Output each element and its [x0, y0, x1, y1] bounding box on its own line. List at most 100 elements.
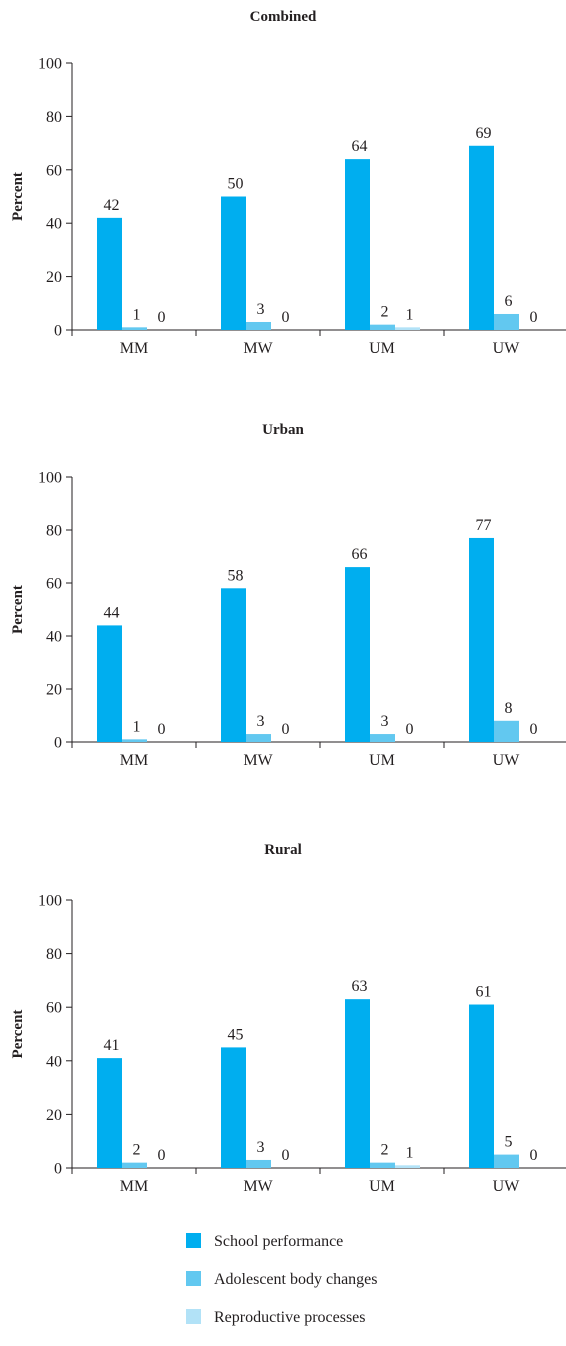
y-tick-label: 100	[38, 470, 62, 487]
x-tick-label: MM	[120, 752, 148, 769]
data-label: 66	[352, 546, 368, 563]
data-label: 2	[381, 1142, 389, 1159]
bar-school-performance	[469, 145, 494, 330]
x-tick-label: UM	[369, 752, 395, 769]
bar-adolescent-body-changes	[246, 1159, 271, 1168]
bar-adolescent-body-changes	[370, 1162, 395, 1168]
legend-label: Adolescent body changes	[214, 1271, 378, 1288]
bar-adolescent-body-changes	[246, 321, 271, 330]
legend-swatch	[186, 1233, 201, 1248]
data-label: 5	[505, 1134, 513, 1151]
y-tick-label: 0	[54, 735, 62, 752]
data-label: 50	[228, 176, 244, 193]
y-tick-label: 20	[46, 1107, 62, 1124]
x-tick-label: UW	[493, 752, 521, 769]
bar-adolescent-body-changes	[122, 1162, 147, 1168]
bar-school-performance	[221, 196, 246, 330]
y-tick-label: 60	[46, 576, 62, 593]
data-label: 6	[505, 293, 513, 310]
bar-school-performance	[345, 999, 370, 1168]
y-tick-label: 20	[46, 682, 62, 699]
x-tick-label: MW	[243, 752, 273, 769]
data-label: 1	[406, 1144, 414, 1161]
bar-adolescent-body-changes	[494, 720, 519, 742]
data-label: 44	[104, 604, 120, 621]
data-label: 0	[158, 309, 166, 326]
y-tick-label: 60	[46, 162, 62, 179]
data-label: 0	[158, 1147, 166, 1164]
bar-adolescent-body-changes	[370, 734, 395, 742]
data-label: 63	[352, 978, 368, 995]
x-tick-label: MW	[243, 340, 273, 357]
data-label: 0	[530, 1147, 538, 1164]
bar-school-performance	[221, 1047, 246, 1168]
y-axis-label: Percent	[10, 1010, 26, 1059]
x-tick-label: MM	[120, 340, 148, 357]
data-label: 0	[158, 721, 166, 738]
y-axis-label: Percent	[10, 585, 26, 634]
chart-title: Combined	[250, 9, 317, 25]
data-label: 1	[133, 306, 141, 323]
bar-adolescent-body-changes	[494, 313, 519, 330]
data-label: 0	[282, 309, 290, 326]
data-label: 0	[530, 309, 538, 326]
bar-reproductive-processes	[395, 1165, 420, 1168]
legend-label: Reproductive processes	[214, 1309, 366, 1326]
legend: School performance Adolescent body change…	[186, 1233, 378, 1326]
data-label: 69	[476, 125, 492, 142]
bar-school-performance	[345, 159, 370, 330]
data-label: 45	[228, 1026, 244, 1043]
x-tick-label: UW	[493, 1178, 521, 1195]
data-label: 77	[476, 517, 492, 534]
data-label: 0	[530, 721, 538, 738]
data-label: 58	[228, 567, 244, 584]
y-tick-label: 0	[54, 323, 62, 340]
bar-adolescent-body-changes	[246, 734, 271, 742]
bar-adolescent-body-changes	[122, 739, 147, 742]
data-label: 3	[381, 713, 389, 730]
legend-label: School performance	[214, 1233, 343, 1250]
legend-swatch	[186, 1271, 201, 1286]
legend-swatch	[186, 1309, 201, 1324]
y-tick-label: 100	[38, 893, 62, 910]
y-tick-label: 60	[46, 1000, 62, 1017]
data-label: 3	[257, 301, 265, 318]
data-label: 61	[476, 984, 492, 1001]
x-tick-label: UM	[369, 340, 395, 357]
bar-school-performance	[345, 567, 370, 742]
data-label: 8	[505, 700, 513, 717]
data-label: 3	[257, 1139, 265, 1156]
data-label: 0	[406, 721, 414, 738]
data-label: 41	[104, 1037, 120, 1054]
chart-title: Urban	[262, 422, 304, 438]
data-label: 1	[406, 306, 414, 323]
y-tick-label: 80	[46, 946, 62, 963]
y-tick-label: 40	[46, 216, 62, 233]
x-tick-label: MW	[243, 1178, 273, 1195]
y-tick-label: 0	[54, 1161, 62, 1178]
bar-reproductive-processes	[395, 327, 420, 330]
data-label: 64	[352, 138, 368, 155]
y-tick-label: 80	[46, 523, 62, 540]
data-label: 2	[133, 1142, 141, 1159]
y-tick-label: 20	[46, 269, 62, 286]
bar-adolescent-body-changes	[370, 324, 395, 330]
data-label: 2	[381, 304, 389, 321]
bar-school-performance	[221, 588, 246, 742]
y-tick-label: 100	[38, 56, 62, 73]
chart-title: Rural	[264, 842, 302, 858]
bar-school-performance	[469, 1004, 494, 1168]
bar-school-performance	[97, 625, 122, 742]
y-axis-label: Percent	[10, 172, 26, 221]
x-tick-label: UM	[369, 1178, 395, 1195]
data-label: 42	[104, 197, 120, 214]
x-tick-label: UW	[493, 340, 521, 357]
bar-adolescent-body-changes	[494, 1154, 519, 1168]
x-tick-label: MM	[120, 1178, 148, 1195]
bar-school-performance	[97, 1058, 122, 1168]
